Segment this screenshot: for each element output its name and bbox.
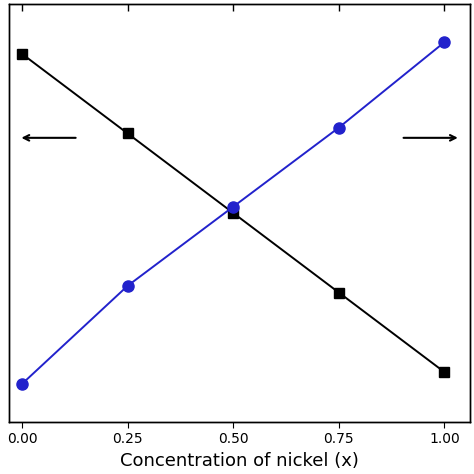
X-axis label: Concentration of nickel (x): Concentration of nickel (x): [120, 452, 359, 470]
